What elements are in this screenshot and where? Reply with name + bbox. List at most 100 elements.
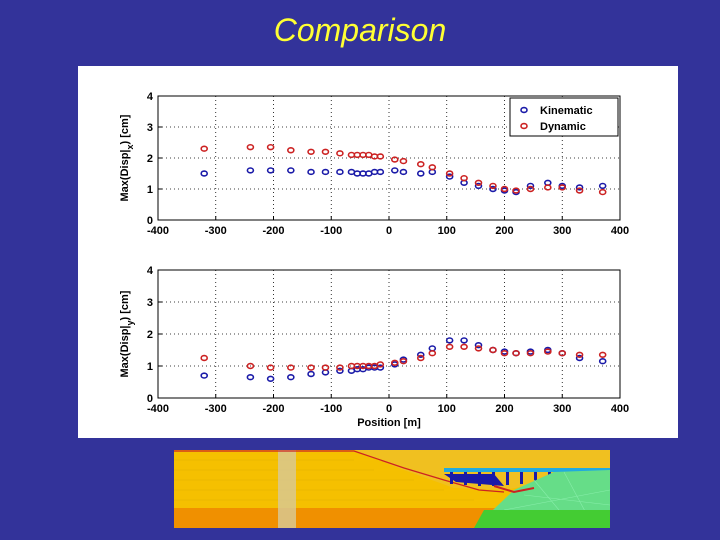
x-tick-label: 200 (495, 403, 513, 415)
data-point (598, 188, 607, 196)
data-point (321, 364, 330, 371)
data-point (575, 187, 584, 194)
x-tick-label: 300 (553, 403, 571, 415)
data-point (336, 364, 344, 371)
y-tick-label: 1 (147, 184, 153, 196)
data-point (399, 157, 408, 165)
data-point (307, 148, 315, 156)
data-point (266, 364, 275, 371)
data-point (598, 182, 607, 190)
data-point (489, 185, 497, 193)
y-axis-label: Max(Disp|x) [cm] (119, 114, 135, 201)
data-point (428, 350, 437, 357)
data-point (390, 156, 399, 163)
data-point (445, 337, 454, 344)
data-point (460, 343, 468, 350)
data-point (307, 370, 315, 378)
series-dynamic (200, 143, 607, 196)
data-point (526, 182, 535, 190)
x-tick-label: -200 (262, 403, 284, 415)
x-tick-label: -200 (262, 225, 284, 237)
series-dynamic (200, 343, 607, 371)
series-kinematic (200, 167, 607, 196)
data-point (575, 184, 584, 191)
x-tick-label: 100 (438, 403, 456, 415)
data-point (287, 364, 295, 371)
x-tick-label: -300 (205, 403, 227, 415)
data-point (246, 362, 255, 370)
data-point (307, 364, 315, 371)
data-point (307, 168, 315, 176)
x-axis-label: Position [m] (357, 417, 421, 429)
data-point (512, 187, 520, 194)
x-tick-label: -400 (147, 225, 169, 237)
data-point (558, 184, 567, 191)
data-point (544, 184, 552, 191)
data-point (474, 342, 483, 349)
data-point (416, 160, 425, 168)
x-tick-label: -300 (205, 225, 227, 237)
data-point (500, 185, 509, 193)
data-point (266, 375, 275, 382)
x-tick-label: -400 (147, 403, 169, 415)
y-tick-label: 4 (147, 91, 154, 103)
chart-panel-1: -400 -300 -200 -100 0 100 200 300 400 0 1 2 3 4 Max(Di… (119, 91, 629, 237)
legend-marker (520, 106, 528, 114)
x-tick-label: 0 (386, 225, 392, 237)
data-point (416, 354, 425, 362)
data-point (200, 372, 208, 379)
data-point (200, 170, 208, 177)
data-point (416, 170, 425, 177)
chart-panel-2: -400 -300 -200 -100 0 100 200 300 400 0 1 2 3 4 Max(Di… (119, 265, 629, 429)
data-point (445, 173, 454, 180)
data-point (526, 185, 535, 193)
y-tick-label: 3 (147, 297, 153, 309)
data-point (266, 167, 275, 174)
data-point (428, 164, 437, 171)
data-point (416, 351, 425, 358)
data-point (512, 350, 520, 357)
slide-title: Comparison (273, 12, 447, 48)
x-tick-label: 200 (495, 225, 513, 237)
x-tick-label: -100 (320, 225, 342, 237)
data-point (598, 351, 607, 358)
data-point (287, 374, 295, 381)
legend-marker (520, 122, 528, 130)
data-point (321, 148, 330, 156)
data-point (544, 348, 552, 355)
data-point (460, 174, 468, 182)
data-point (526, 350, 535, 357)
data-point (246, 374, 255, 381)
data-point (246, 143, 255, 151)
data-point (287, 147, 295, 154)
x-tick-label: 100 (438, 225, 456, 237)
x-tick-label: 0 (386, 403, 392, 415)
data-point (445, 170, 454, 177)
data-point (399, 168, 408, 176)
data-point (336, 150, 344, 157)
legend-label: Kinematic (540, 105, 593, 117)
y-tick-label: 0 (147, 393, 153, 405)
data-point (390, 167, 399, 174)
y-tick-label: 1 (147, 361, 153, 373)
data-point (474, 182, 483, 190)
data-point (200, 354, 208, 362)
legend-label: Dynamic (540, 121, 586, 133)
data-point (376, 361, 385, 368)
y-tick-label: 4 (147, 265, 154, 277)
data-point (246, 167, 255, 174)
legend-box (509, 97, 619, 137)
legend: Kinematic Dynamic (509, 97, 619, 137)
data-point (376, 153, 385, 160)
data-point (575, 354, 584, 362)
x-tick-label: -100 (320, 403, 342, 415)
data-point (489, 346, 497, 354)
chart-canvas: -400 -300 -200 -100 0 100 200 300 40001234Max(Di… (119, 91, 629, 429)
data-point (266, 143, 275, 151)
data-point (474, 345, 483, 352)
comparison-figure: -400 -300 -200 -100 0 100 200 300 400 0 1 2 3 4 Max(Di… (78, 66, 678, 438)
data-point (445, 343, 454, 350)
data-point (376, 168, 385, 176)
y-tick-label: 2 (147, 329, 153, 341)
y-tick-label: 3 (147, 122, 153, 134)
